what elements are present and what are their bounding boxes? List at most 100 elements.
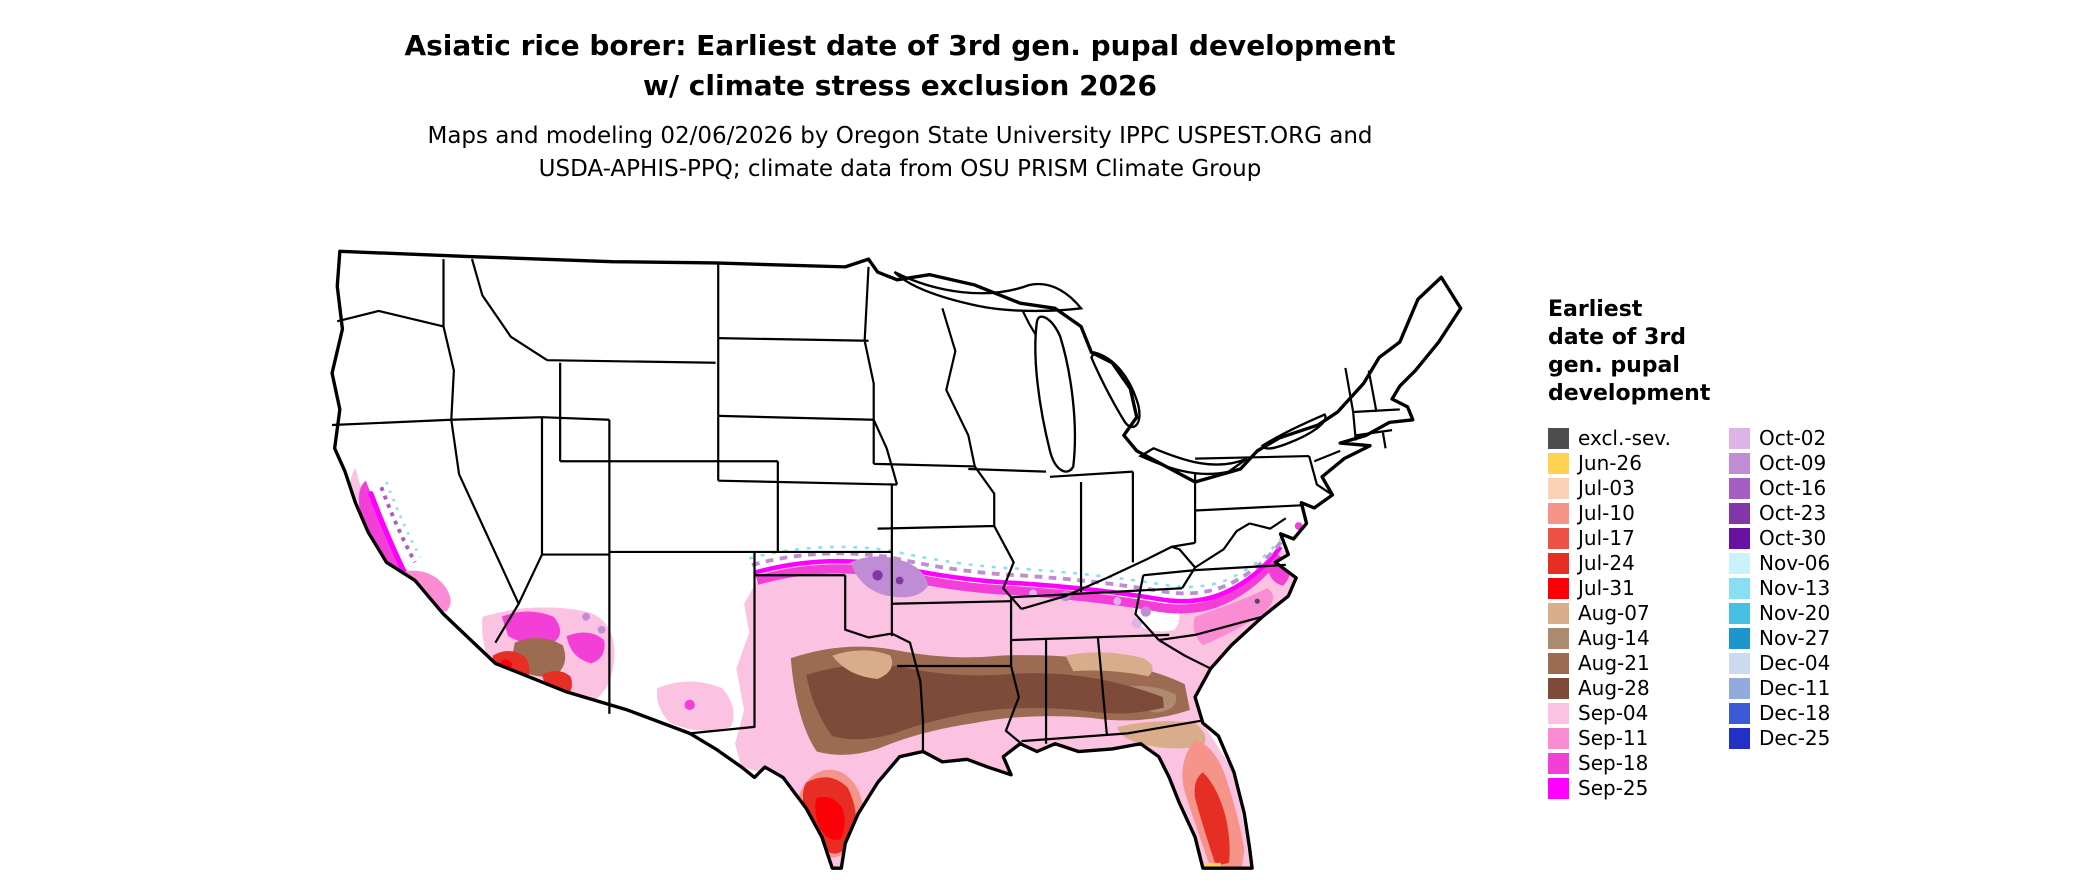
legend-entry: Sep-25 <box>1548 776 1729 801</box>
legend-entry: Oct-30 <box>1729 526 1910 551</box>
legend-entry: excl.-sev. <box>1548 426 1729 451</box>
legend-swatch <box>1548 428 1569 449</box>
legend-swatch <box>1548 578 1569 599</box>
legend-label: Dec-04 <box>1759 651 1831 675</box>
legend-entry: Oct-09 <box>1729 451 1910 476</box>
us-map <box>288 228 1532 880</box>
legend-entry: Nov-06 <box>1729 551 1910 576</box>
legend-label: Oct-23 <box>1759 501 1827 525</box>
legend-swatch <box>1729 428 1750 449</box>
legend-entry: Aug-28 <box>1548 676 1729 701</box>
legend-entry: Oct-16 <box>1729 476 1910 501</box>
legend-swatch <box>1548 728 1569 749</box>
subtitle-line2: USDA-APHIS-PPQ; climate data from OSU PR… <box>538 156 1262 182</box>
raster-az-magenta2 <box>566 632 605 664</box>
raster-excl-dot <box>1254 598 1260 604</box>
legend-swatch <box>1548 478 1569 499</box>
legend-entry: Dec-11 <box>1729 676 1910 701</box>
legend-swatch <box>1548 703 1569 724</box>
raster-ok-dark-purple-dot2 <box>895 576 904 585</box>
legend-label: Sep-11 <box>1578 726 1649 750</box>
raster-fl-orange-sliver <box>1202 862 1221 869</box>
lake-huron <box>1090 351 1141 428</box>
legend-swatch <box>1548 503 1569 524</box>
legend-label: Jun-26 <box>1578 451 1642 475</box>
subtitle-line1: Maps and modeling 02/06/2026 by Oregon S… <box>427 123 1373 149</box>
legend-entry: Sep-04 <box>1548 701 1729 726</box>
legend-label: Oct-30 <box>1759 526 1827 550</box>
legend-columns: excl.-sev. Jun-26 Jul-03 Jul-10 Jul-17 Jul-24… <box>1548 426 2100 801</box>
raster-dark-brown-band <box>806 664 1164 740</box>
legend-label: Oct-02 <box>1759 426 1827 450</box>
legend-column-1: excl.-sev. Jun-26 Jul-03 Jul-10 Jul-17 Jul-24… <box>1548 426 1729 801</box>
legend-label: Aug-14 <box>1578 626 1650 650</box>
legend-label: Dec-25 <box>1759 726 1831 750</box>
raster-tan-tx <box>832 650 893 679</box>
raster-nm-pink <box>656 681 734 731</box>
page-title-line1: Asiatic rice borer: Earliest date of 3rd… <box>404 29 1396 62</box>
lake-superior <box>893 271 1084 313</box>
raster-sierra-cyan-speckle <box>385 481 422 558</box>
legend-swatch <box>1729 653 1750 674</box>
raster-tn-purple-dot3 <box>1113 597 1122 606</box>
legend-label: Dec-18 <box>1759 701 1831 725</box>
raster-az-purple-dot1 <box>582 612 590 621</box>
legend-label: Aug-21 <box>1578 651 1650 675</box>
legend-entry: Jun-26 <box>1548 451 1729 476</box>
legend-label: excl.-sev. <box>1578 426 1671 450</box>
legend-swatch <box>1548 653 1569 674</box>
legend-swatch <box>1729 628 1750 649</box>
legend-entry: Jul-17 <box>1548 526 1729 551</box>
legend-swatch <box>1548 603 1569 624</box>
legend-swatch <box>1548 753 1569 774</box>
legend-entry: Dec-18 <box>1729 701 1910 726</box>
legend-entry: Aug-21 <box>1548 651 1729 676</box>
legend-label: Nov-27 <box>1759 626 1831 650</box>
legend-entry: Jul-24 <box>1548 551 1729 576</box>
header: Asiatic rice borer: Earliest date of 3rd… <box>0 26 1800 186</box>
legend-label: Nov-20 <box>1759 601 1831 625</box>
legend-label: Sep-04 <box>1578 701 1649 725</box>
legend-entry: Sep-18 <box>1548 751 1729 776</box>
legend-label: Jul-24 <box>1578 551 1635 575</box>
raster-tan-al <box>1065 652 1153 677</box>
great-lakes <box>893 271 1327 476</box>
legend-title: Earliest date of 3rd gen. pupal developm… <box>1548 297 1711 406</box>
legend-entry: Dec-25 <box>1729 726 1910 751</box>
raster-az-purple-dot2 <box>597 625 606 634</box>
legend-swatch <box>1729 553 1750 574</box>
legend-entry: Sep-11 <box>1548 726 1729 751</box>
country-outline <box>330 249 1463 870</box>
us-map-svg <box>330 249 1463 870</box>
legend-swatch <box>1548 553 1569 574</box>
legend-label: Sep-25 <box>1578 776 1649 800</box>
raster-sierra-purple-speckle <box>379 486 417 564</box>
legend: Earliest date of 3rd gen. pupal developm… <box>1548 296 2100 801</box>
legend-entry: Nov-13 <box>1729 576 1910 601</box>
legend-entry: Oct-02 <box>1729 426 1910 451</box>
legend-swatch <box>1729 678 1750 699</box>
legend-entry: Jul-10 <box>1548 501 1729 526</box>
legend-swatch <box>1729 578 1750 599</box>
legend-label: Jul-03 <box>1578 476 1635 500</box>
legend-entry: Nov-27 <box>1729 626 1910 651</box>
state-borders <box>332 258 1400 752</box>
legend-label: Oct-09 <box>1759 451 1827 475</box>
legend-swatch <box>1729 503 1750 524</box>
raster-ok-dark-purple-dot1 <box>872 570 883 581</box>
legend-swatch <box>1548 528 1569 549</box>
legend-label: Oct-16 <box>1759 476 1827 500</box>
legend-column-2: Oct-02 Oct-09 Oct-16 Oct-23 Oct-30 Nov-06 Nov-… <box>1729 426 1910 801</box>
legend-entry: Aug-14 <box>1548 626 1729 651</box>
raster-tan-nfl <box>1117 721 1206 749</box>
legend-label: Nov-13 <box>1759 576 1831 600</box>
legend-swatch <box>1729 603 1750 624</box>
legend-swatch <box>1548 778 1569 799</box>
raster-fl-red <box>1194 772 1230 866</box>
raster-nm-magenta-dot <box>684 699 695 711</box>
raster-ga-purple-dot <box>1140 606 1152 617</box>
legend-swatch <box>1548 453 1569 474</box>
legend-swatch <box>1548 678 1569 699</box>
legend-label: Nov-06 <box>1759 551 1831 575</box>
